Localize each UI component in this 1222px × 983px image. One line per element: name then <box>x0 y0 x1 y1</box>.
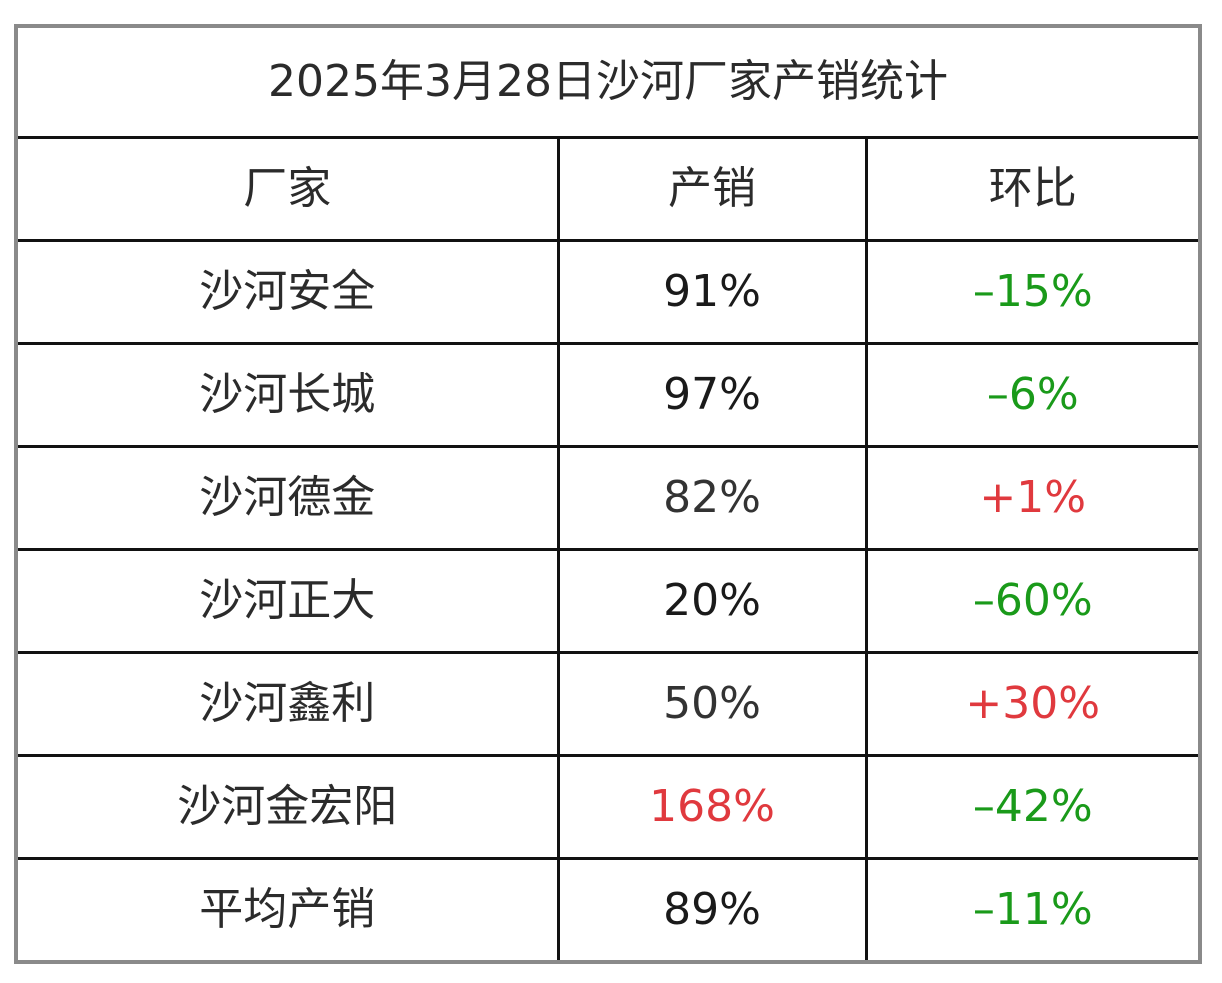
table-row: 沙河长城 97% –6% <box>18 342 1198 448</box>
table-row: 沙河安全 91% –15% <box>18 239 1198 345</box>
cell-production-sales: 91% <box>556 239 868 345</box>
cell-factory: 沙河金宏阳 <box>18 754 560 860</box>
cell-mom: +30% <box>864 651 1198 757</box>
cell-production-sales: 97% <box>556 342 868 448</box>
table-row: 沙河德金 82% +1% <box>18 445 1198 551</box>
cell-production-sales: 89% <box>556 857 868 960</box>
table-row: 沙河正大 20% –60% <box>18 548 1198 654</box>
cell-mom: –15% <box>864 239 1198 345</box>
cell-factory: 沙河长城 <box>18 342 560 448</box>
header-mom: 环比 <box>864 136 1198 242</box>
header-factory: 厂家 <box>18 136 560 242</box>
cell-factory: 沙河德金 <box>18 445 560 551</box>
production-sales-table: 2025年3月28日沙河厂家产销统计 厂家 产销 环比 沙河安全 91% –15… <box>18 28 1198 960</box>
cell-production-sales: 50% <box>556 651 868 757</box>
cell-factory: 沙河安全 <box>18 239 560 345</box>
table-row: 沙河鑫利 50% +30% <box>18 651 1198 757</box>
table-title-row: 2025年3月28日沙河厂家产销统计 <box>18 28 1198 139</box>
cell-factory: 沙河正大 <box>18 548 560 654</box>
stats-table-frame: 2025年3月28日沙河厂家产销统计 厂家 产销 环比 沙河安全 91% –15… <box>14 24 1202 964</box>
cell-mom: –42% <box>864 754 1198 860</box>
table-row: 平均产销 89% –11% <box>18 857 1198 960</box>
cell-production-sales: 82% <box>556 445 868 551</box>
cell-production-sales: 20% <box>556 548 868 654</box>
cell-mom: –11% <box>864 857 1198 960</box>
cell-mom: –6% <box>864 342 1198 448</box>
cell-factory: 平均产销 <box>18 857 560 960</box>
cell-production-sales: 168% <box>556 754 868 860</box>
cell-mom: –60% <box>864 548 1198 654</box>
table-row: 沙河金宏阳 168% –42% <box>18 754 1198 860</box>
header-production-sales: 产销 <box>556 136 868 242</box>
cell-mom: +1% <box>864 445 1198 551</box>
table-title: 2025年3月28日沙河厂家产销统计 <box>18 28 1198 139</box>
cell-factory: 沙河鑫利 <box>18 651 560 757</box>
table-header-row: 厂家 产销 环比 <box>18 136 1198 242</box>
